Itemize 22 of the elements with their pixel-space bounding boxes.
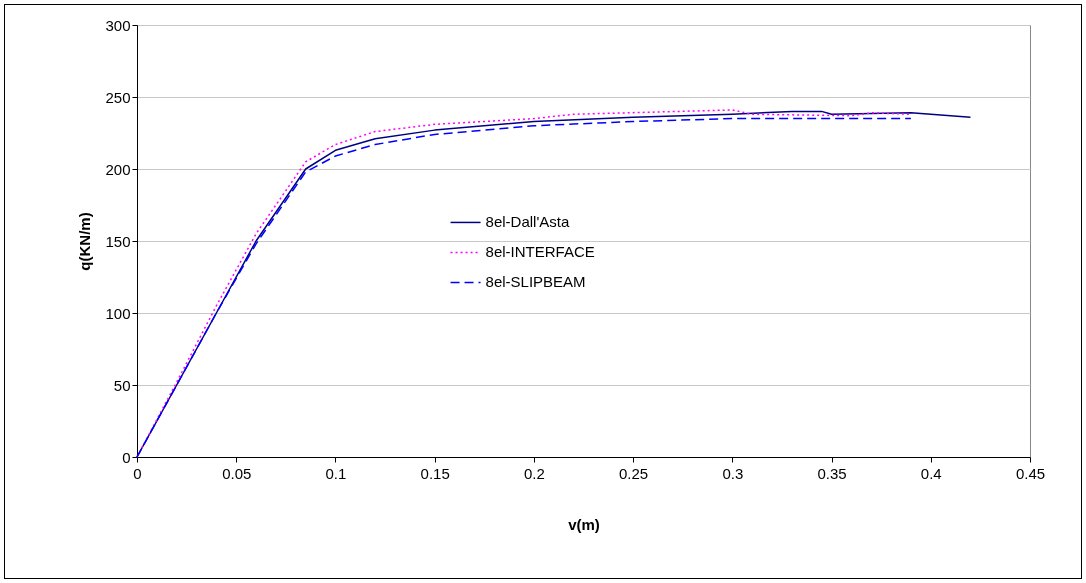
x-tick-label: 0.05 [222,464,252,482]
x-tick-label: 0.3 [722,464,744,482]
y-tick-label: 200 [105,160,131,178]
x-tick-label: 0.2 [523,464,545,482]
x-tick-label: 0.35 [817,464,847,482]
y-tick-label: 0 [122,448,131,466]
x-tick-label: 0 [133,464,142,482]
y-tick-label: 100 [105,304,131,322]
x-axis-title: v(m) [568,515,600,533]
legend-label: 8el-Dall'Asta [485,213,570,231]
x-tick-label: 0.25 [619,464,649,482]
y-axis-title: q(KN/m) [76,212,94,271]
y-tick-label: 300 [105,16,131,34]
x-tick-label: 0.4 [920,464,942,482]
x-tick-label: 0.1 [325,464,347,482]
legend-label: 8el-SLIPBEAM [485,273,586,291]
y-tick-label: 50 [113,376,131,394]
y-tick-label: 250 [105,88,131,106]
legend-label: 8el-INTERFACE [485,243,595,261]
x-tick-label: 0.15 [420,464,450,482]
x-tick-label: 0.45 [1015,464,1046,482]
y-tick-label: 150 [105,232,131,250]
